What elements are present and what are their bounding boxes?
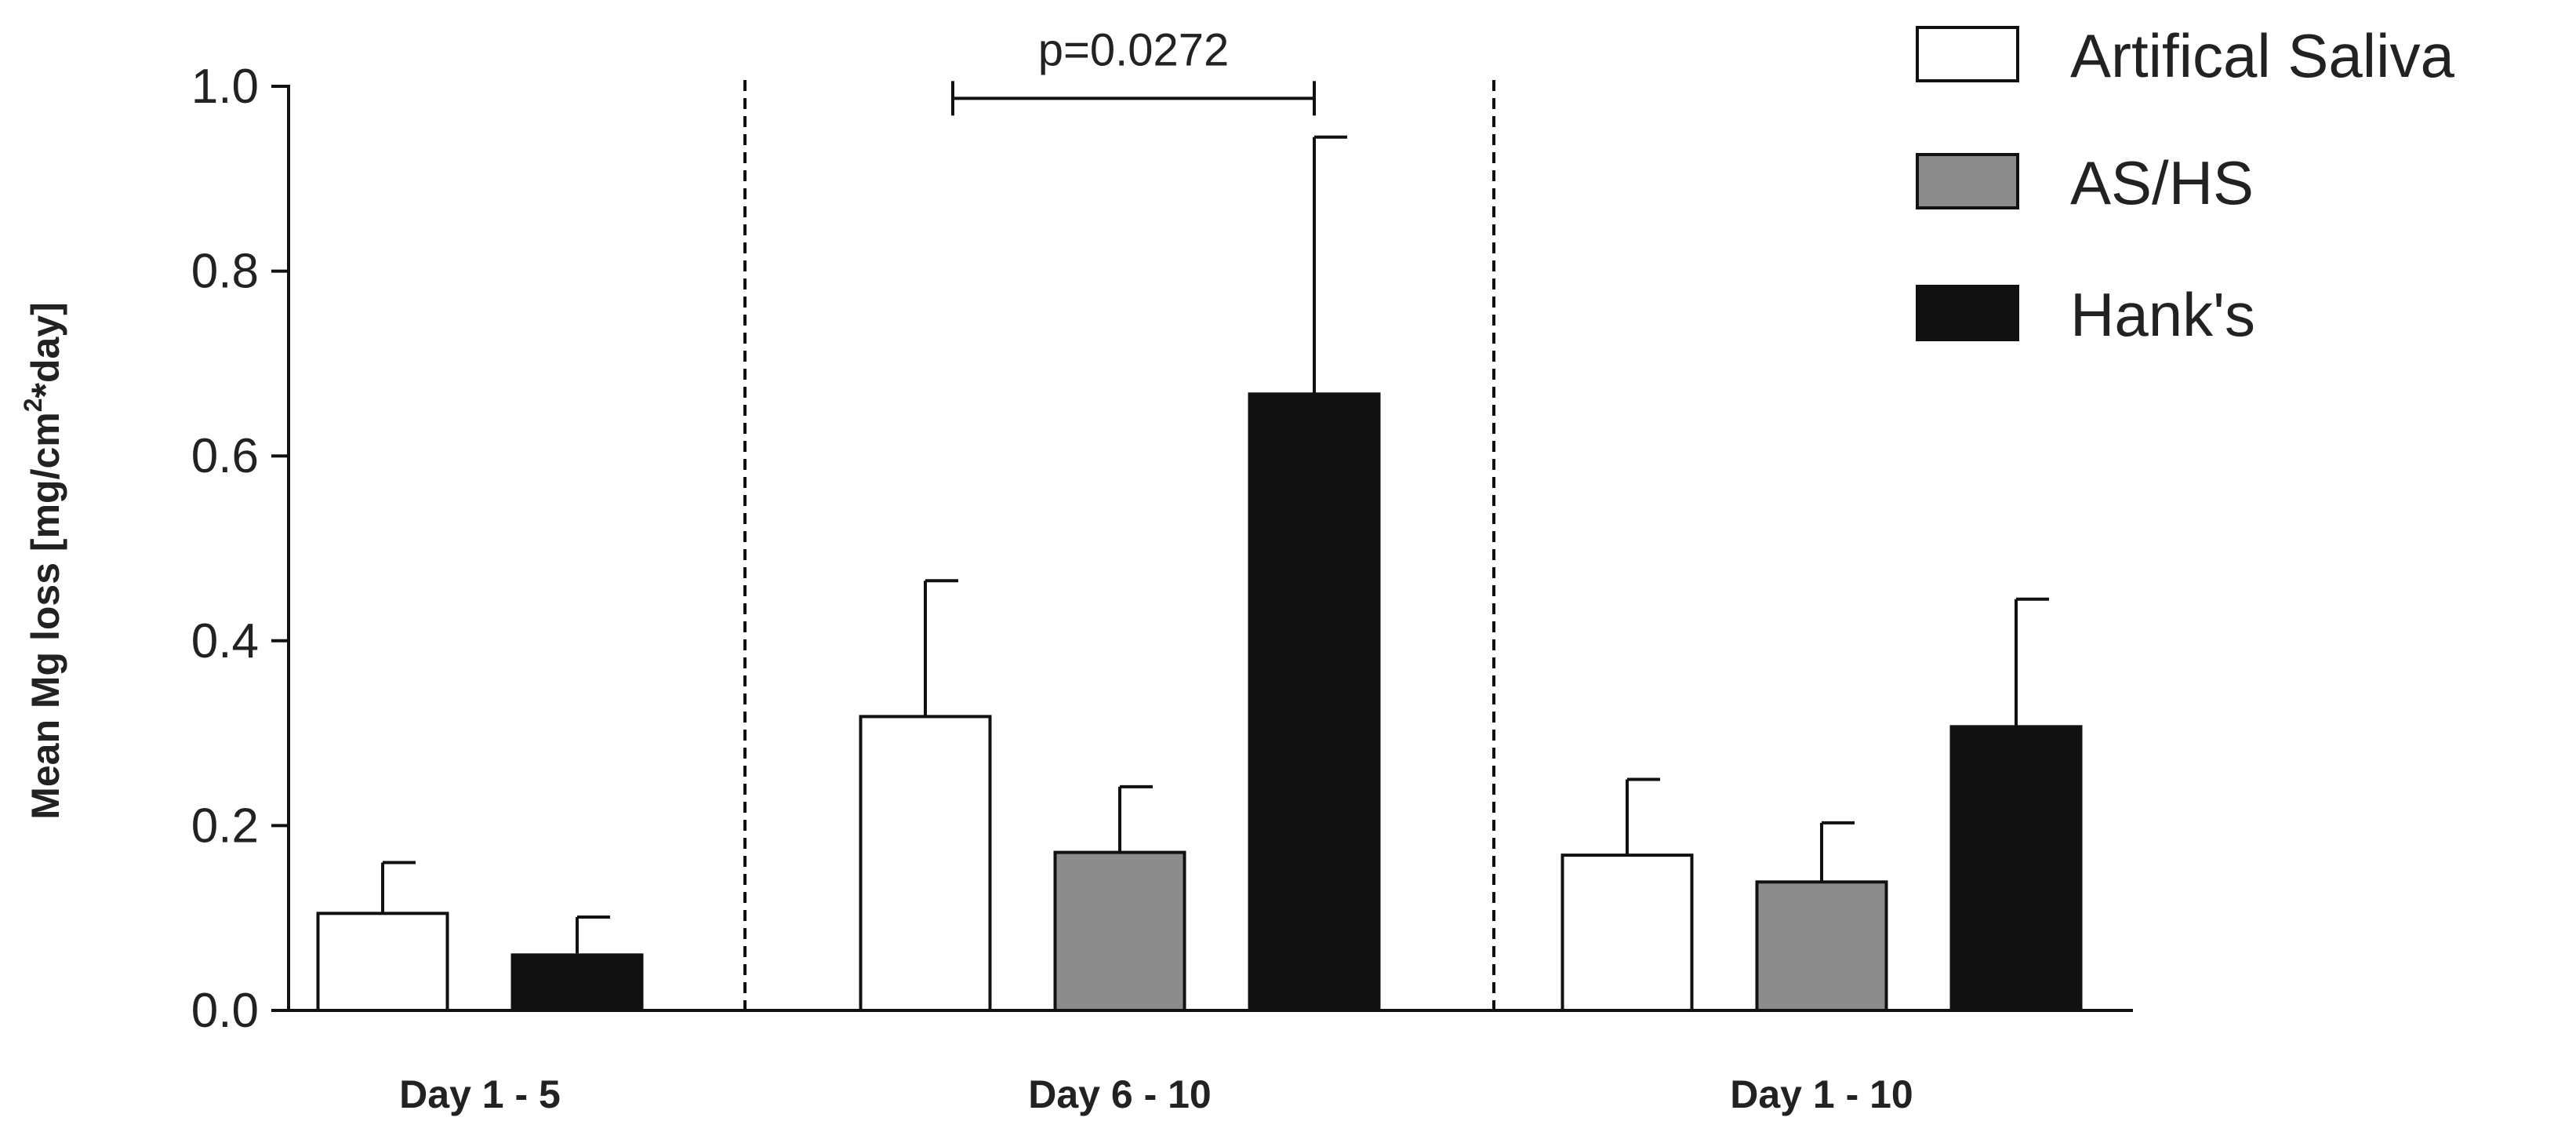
- y-tick-label: 1.0: [191, 60, 259, 114]
- y-axis-label-main: Mean Mg loss [mg/cm: [24, 412, 67, 820]
- y-axis-label-tail: *day]: [24, 302, 67, 398]
- y-tick-label: 0.0: [191, 984, 259, 1038]
- legend-label: Hank's: [2070, 280, 2255, 349]
- x-category-label: Day 6 - 10: [1028, 1072, 1211, 1116]
- x-category-label: Day 1 - 5: [399, 1072, 561, 1116]
- y-tick-label: 0.8: [191, 245, 259, 299]
- legend-label: AS/HS: [2070, 148, 2254, 217]
- bar-3-as-hs: [1755, 880, 1888, 1013]
- y-tick-label: 0.2: [191, 799, 259, 853]
- legend-swatch-hank-s: [1916, 285, 2019, 341]
- legend-swatch-artifical-saliva: [1916, 26, 2019, 82]
- bar-3-artifical-saliva: [1560, 854, 1694, 1012]
- x-category-label: Day 1 - 10: [1730, 1072, 1913, 1116]
- y-tick-label: 0.4: [191, 614, 259, 668]
- legend-swatch-as-hs: [1916, 153, 2019, 209]
- bar-3-hank-s: [1949, 725, 2083, 1012]
- significance-label: p=0.0272: [1038, 24, 1230, 75]
- y-axis-label-superscript: 2: [19, 398, 47, 412]
- bar-2-hank-s: [1248, 392, 1381, 1012]
- group-separators: [743, 80, 1495, 1018]
- x-axis: Day 1 - 5 Day 6 - 10 Day 1 - 10: [289, 1009, 2133, 1116]
- error-bars: [381, 135, 2049, 956]
- y-axis-label: Mean Mg loss [mg/cm2*day]: [19, 302, 67, 820]
- y-axis: 0.0 0.2 0.4 0.6 0.8 1.0: [191, 60, 290, 1038]
- legend: Artifical Saliva AS/HS Hank's: [1916, 21, 2454, 349]
- bar-2-as-hs: [1053, 850, 1186, 1013]
- y-tick-label: 0.6: [191, 429, 259, 483]
- bar-1-hank-s: [510, 953, 644, 1012]
- legend-label: Artifical Saliva: [2070, 21, 2454, 90]
- significance-annotation: p=0.0272: [951, 24, 1316, 116]
- bar-2-artifical-saliva: [859, 715, 992, 1012]
- bar-1-artifical-saliva: [316, 912, 449, 1013]
